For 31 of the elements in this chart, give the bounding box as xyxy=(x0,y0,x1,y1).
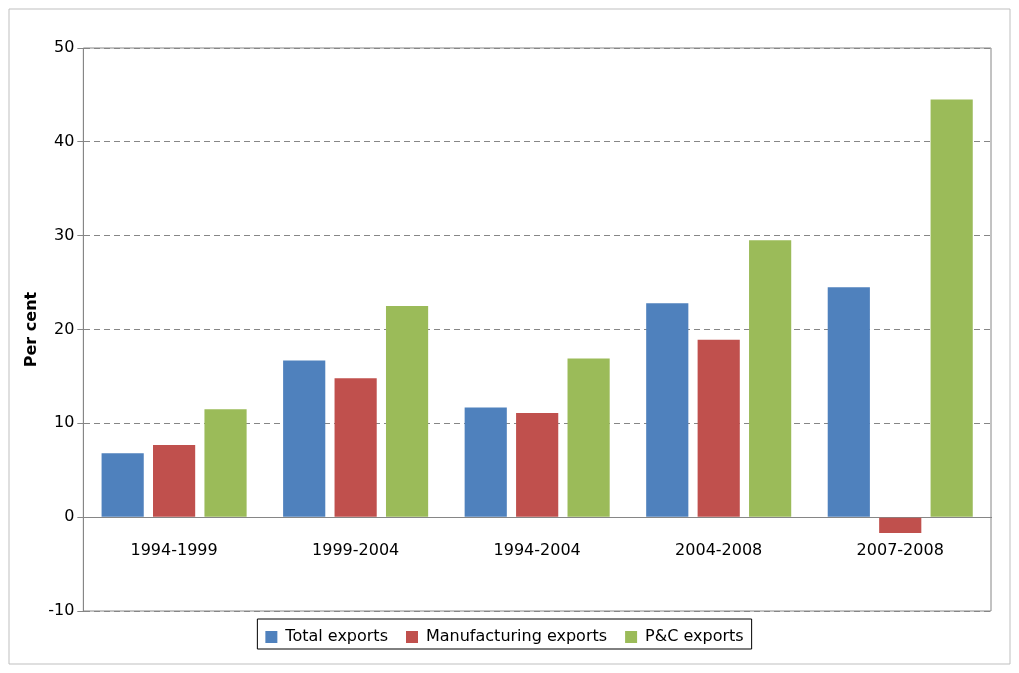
bar xyxy=(749,240,792,517)
y-tick-label: 20 xyxy=(53,318,75,338)
y-tick-label: 50 xyxy=(53,37,75,57)
x-tick-label: 1999-2004 xyxy=(312,539,400,559)
bar xyxy=(697,339,740,517)
bar xyxy=(646,303,689,517)
y-tick-label: 40 xyxy=(53,130,75,150)
bar xyxy=(827,287,870,517)
bar xyxy=(204,409,247,517)
y-tick-label: -10 xyxy=(48,600,75,620)
x-tick-label: 2007-2008 xyxy=(856,539,944,559)
y-tick-label: 0 xyxy=(64,506,75,526)
legend-label: Total exports xyxy=(284,626,388,646)
y-axis-title: Per cent xyxy=(20,291,40,368)
y-tick-label: 30 xyxy=(53,224,75,244)
bar xyxy=(930,99,973,517)
bar xyxy=(464,407,507,517)
legend-label: Manufacturing exports xyxy=(425,626,608,646)
bar xyxy=(879,517,922,534)
bar xyxy=(567,358,610,517)
bar xyxy=(516,413,559,517)
x-tick-label: 1994-2004 xyxy=(493,539,581,559)
bar xyxy=(101,453,144,517)
y-tick-label: 10 xyxy=(53,412,75,432)
x-tick-label: 1994-1999 xyxy=(130,539,218,559)
bar xyxy=(385,306,429,517)
x-tick-label: 2004-2008 xyxy=(675,539,763,559)
bar xyxy=(153,444,196,517)
bar xyxy=(283,360,326,517)
bar xyxy=(334,378,377,517)
legend-label: P&C exports xyxy=(645,626,744,646)
